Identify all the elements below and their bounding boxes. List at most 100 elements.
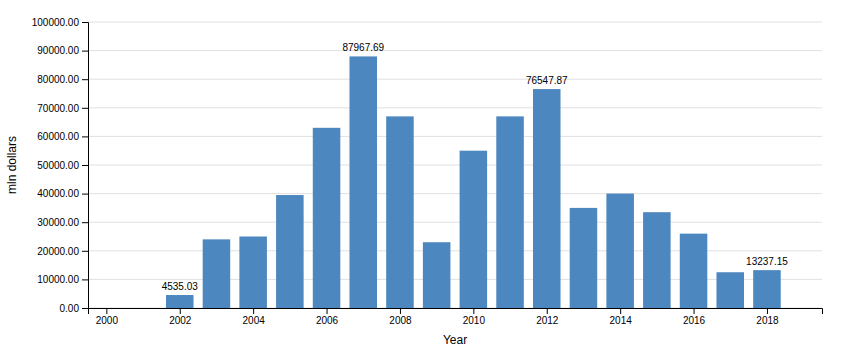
y-tick-mark <box>82 136 88 137</box>
y-tick-mark <box>82 251 88 252</box>
x-tick: 2002 <box>169 308 192 326</box>
x-tick-mark <box>694 308 695 314</box>
bar <box>570 208 598 308</box>
y-tick-mark <box>82 279 88 280</box>
grid-line <box>88 165 822 166</box>
bar <box>533 89 561 308</box>
grid-line <box>88 22 822 23</box>
y-tick-mark <box>82 79 88 80</box>
bar <box>386 116 414 308</box>
bars <box>166 56 781 308</box>
x-tick-label: 2004 <box>243 315 266 326</box>
x-tick-label: 2016 <box>683 315 706 326</box>
x-tick: 2018 <box>756 308 779 326</box>
y-axis-title: mln dollars <box>5 136 19 194</box>
annotations: 4535.03 87967.69 76547.87 13237.15 <box>162 42 789 292</box>
bar <box>716 272 744 308</box>
bar <box>239 237 267 309</box>
y-tick-label: 20000.00 <box>37 246 79 257</box>
x-tick-label: 2008 <box>389 315 412 326</box>
x-axis: 2000 2002 2004 2006 2008 2010 2012 2014 2016 2018 <box>89 308 823 326</box>
bar <box>349 56 377 308</box>
bar <box>460 151 488 308</box>
grid-line <box>88 50 822 51</box>
grid-line <box>88 193 822 194</box>
y-tick-mark <box>82 222 88 223</box>
annotation: 76547.87 <box>526 75 568 86</box>
bar <box>680 234 708 308</box>
grid-line <box>88 250 822 251</box>
y-tick: 100000.00 <box>32 17 88 28</box>
plot: 2000 2002 2004 2006 2008 2010 2012 2014 2016 2018… <box>32 17 823 326</box>
bar <box>313 128 341 308</box>
y-tick: 40000.00 <box>37 188 88 199</box>
x-tick: 2010 <box>463 308 486 326</box>
annotation: 13237.15 <box>746 256 788 267</box>
bar <box>166 295 194 308</box>
annotation: 87967.69 <box>342 42 384 53</box>
x-tick: 2016 <box>683 308 706 326</box>
grid-line <box>88 79 822 80</box>
x-tick: 2004 <box>243 308 266 326</box>
y-axis-line <box>82 23 89 309</box>
bar <box>276 195 304 308</box>
x-tick: 2008 <box>389 308 412 326</box>
y-tick-label: 70000.00 <box>37 103 79 114</box>
bar <box>423 242 451 308</box>
x-tick: 2014 <box>610 308 633 326</box>
x-tick-label: 2012 <box>536 315 559 326</box>
bar <box>606 194 634 308</box>
x-tick-label: 2010 <box>463 315 486 326</box>
x-tick: 2000 <box>96 308 119 326</box>
x-tick-label: 2006 <box>316 315 339 326</box>
annotation: 4535.03 <box>162 281 199 292</box>
x-tick-label: 2018 <box>756 315 779 326</box>
y-tick: 50000.00 <box>37 160 88 171</box>
x-tick-label: 2002 <box>169 315 192 326</box>
chart: 2000 2002 2004 2006 2008 2010 2012 2014 2016 2018… <box>0 0 842 354</box>
y-tick-label: 40000.00 <box>37 188 79 199</box>
grid-line <box>88 279 822 280</box>
y-tick: 90000.00 <box>37 45 88 56</box>
y-tick-label: 10000.00 <box>37 274 79 285</box>
x-tick-mark <box>327 308 328 314</box>
x-axis-title: Year <box>443 333 467 347</box>
bar <box>643 212 671 308</box>
y-tick: 10000.00 <box>37 274 88 285</box>
x-tick: 2012 <box>536 308 559 326</box>
x-tick-mark <box>473 308 474 314</box>
y-tick-mark <box>82 108 88 109</box>
grid-line <box>88 136 822 137</box>
x-tick-mark <box>180 308 181 314</box>
x-tick-label: 2014 <box>610 315 633 326</box>
y-tick-mark <box>82 51 88 52</box>
x-tick-mark <box>620 308 621 314</box>
y-tick-label: 90000.00 <box>37 45 79 56</box>
y-tick: 0.00 <box>60 303 88 314</box>
y-tick-label: 30000.00 <box>37 217 79 228</box>
x-tick-mark <box>253 308 254 314</box>
x-tick: 2006 <box>316 308 339 326</box>
bar <box>753 270 781 308</box>
x-tick-label: 2000 <box>96 315 119 326</box>
y-tick: 60000.00 <box>37 131 88 142</box>
y-tick: 20000.00 <box>37 246 88 257</box>
x-tick-mark <box>106 308 107 314</box>
y-tick: 80000.00 <box>37 74 88 85</box>
y-tick-label: 50000.00 <box>37 160 79 171</box>
y-tick-mark <box>82 308 88 309</box>
x-tick-mark <box>547 308 548 314</box>
y-tick: 70000.00 <box>37 103 88 114</box>
y-tick-mark <box>82 194 88 195</box>
x-tick-mark <box>400 308 401 314</box>
x-axis-line <box>89 309 823 315</box>
grid-line <box>88 222 822 223</box>
grid <box>88 22 822 308</box>
y-tick-mark <box>82 22 88 23</box>
y-axis: 0.00 10000.00 20000.00 30000.00 40000.00 5000… <box>32 17 89 314</box>
y-tick-label: 0.00 <box>60 303 80 314</box>
bar <box>203 239 231 308</box>
y-tick-label: 60000.00 <box>37 131 79 142</box>
y-tick-label: 80000.00 <box>37 74 79 85</box>
bar <box>496 116 524 308</box>
